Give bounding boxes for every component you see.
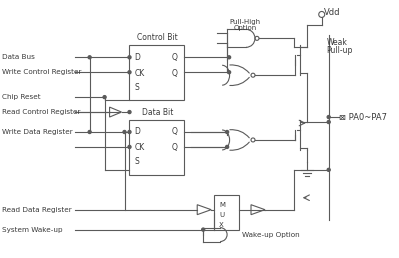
Text: Data Bus: Data Bus bbox=[2, 54, 35, 60]
Bar bbox=[130, 45, 184, 100]
Text: Vdd: Vdd bbox=[324, 8, 340, 17]
Text: M: M bbox=[219, 202, 225, 208]
Text: CK: CK bbox=[134, 69, 145, 78]
Circle shape bbox=[88, 56, 91, 59]
Text: Wake-up Option: Wake-up Option bbox=[242, 232, 300, 238]
Text: System Wake-up: System Wake-up bbox=[2, 227, 63, 233]
Circle shape bbox=[128, 111, 131, 114]
Circle shape bbox=[227, 71, 231, 74]
Circle shape bbox=[225, 146, 229, 148]
Text: Control Bit: Control Bit bbox=[137, 33, 178, 42]
Circle shape bbox=[123, 131, 126, 133]
Circle shape bbox=[225, 131, 229, 133]
Text: S: S bbox=[134, 83, 139, 92]
Text: CK: CK bbox=[134, 143, 145, 152]
Text: Q: Q bbox=[171, 127, 177, 136]
Text: Chip Reset: Chip Reset bbox=[2, 94, 41, 100]
Text: Q: Q bbox=[171, 53, 177, 62]
Circle shape bbox=[327, 120, 330, 124]
Circle shape bbox=[103, 96, 106, 99]
Text: Option: Option bbox=[234, 25, 257, 31]
Text: D: D bbox=[134, 127, 140, 136]
Text: Q̄: Q̄ bbox=[171, 69, 177, 78]
Text: Write Data Register: Write Data Register bbox=[2, 129, 73, 135]
Text: Pull-up: Pull-up bbox=[327, 46, 353, 55]
Text: Data Bit: Data Bit bbox=[142, 108, 173, 117]
Circle shape bbox=[128, 131, 131, 133]
Text: D: D bbox=[134, 53, 140, 62]
Text: S: S bbox=[134, 157, 139, 166]
Circle shape bbox=[327, 116, 330, 118]
Text: X: X bbox=[219, 222, 224, 228]
Circle shape bbox=[202, 228, 205, 231]
Circle shape bbox=[128, 56, 131, 59]
Text: U: U bbox=[219, 212, 224, 218]
Text: Read Control Register: Read Control Register bbox=[2, 109, 81, 115]
Text: Weak: Weak bbox=[327, 38, 348, 47]
Circle shape bbox=[88, 131, 91, 133]
Bar bbox=[214, 195, 239, 230]
Text: Write Control Register: Write Control Register bbox=[2, 69, 81, 75]
Circle shape bbox=[128, 146, 131, 148]
Circle shape bbox=[128, 71, 131, 74]
Text: Pull-High: Pull-High bbox=[229, 19, 260, 26]
Text: ⊠ PA0~PA7: ⊠ PA0~PA7 bbox=[339, 112, 387, 122]
Text: Q̄: Q̄ bbox=[171, 143, 177, 152]
Bar bbox=[130, 120, 184, 175]
Circle shape bbox=[327, 168, 330, 171]
Text: Read Data Register: Read Data Register bbox=[2, 207, 72, 213]
Circle shape bbox=[227, 56, 231, 59]
